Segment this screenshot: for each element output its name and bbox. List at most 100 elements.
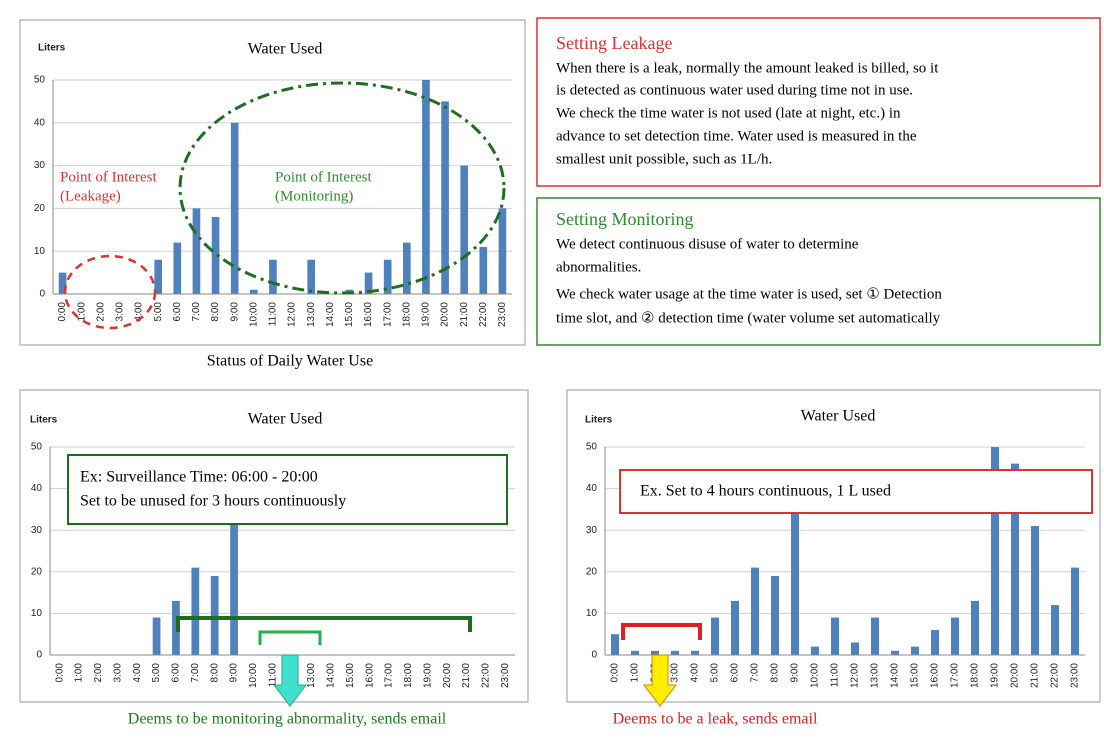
- bar: [671, 650, 679, 655]
- x-tick-label: 10:00: [248, 302, 259, 327]
- leak-ellipse: [63, 254, 157, 330]
- bar: [871, 617, 879, 655]
- x-tick-label: 21:00: [461, 663, 472, 688]
- bar: [811, 646, 819, 655]
- note-text: Ex. Set to 4 hours continuous, 1 L used: [640, 483, 891, 500]
- x-tick-label: 7:00: [191, 302, 202, 322]
- x-tick-label: 6:00: [730, 663, 741, 683]
- bar: [851, 642, 859, 655]
- note-text: Ex: Surveillance Time: 06:00 - 20:00: [80, 469, 318, 486]
- x-tick-label: 15:00: [344, 302, 355, 327]
- y-axis-label: Liters: [585, 415, 613, 426]
- y-axis-label: Liters: [38, 43, 66, 54]
- annotation: Point of Interest: [60, 169, 157, 185]
- y-tick-label: 30: [34, 160, 46, 171]
- x-tick-label: 4:00: [132, 663, 143, 683]
- x-tick-label: 4:00: [690, 663, 701, 683]
- note-box: [67, 454, 508, 525]
- x-tick-label: 6:00: [171, 663, 182, 683]
- chart-frame: [566, 389, 1101, 703]
- panel-text: is detected as continuous water used dur…: [556, 82, 913, 98]
- x-tick-label: 23:00: [1070, 663, 1081, 688]
- arrow: [272, 654, 308, 707]
- bar: [192, 208, 201, 294]
- panel-heading: Setting Monitoring: [556, 209, 694, 229]
- arrow: [642, 654, 678, 707]
- x-tick-label: 9:00: [790, 663, 801, 683]
- leakage-panel: [536, 17, 1101, 187]
- bar: [307, 259, 316, 294]
- note-text: Set to be unused for 3 hours continuousl…: [80, 493, 346, 510]
- bracket: [258, 630, 322, 645]
- x-tick-label: 8:00: [210, 302, 221, 322]
- x-tick-label: 9:00: [229, 302, 240, 322]
- chart-frame: [19, 389, 529, 703]
- bar: [651, 650, 659, 655]
- x-tick-label: 0:00: [57, 302, 68, 322]
- monitoring-panel: [536, 197, 1101, 346]
- x-tick-label: 13:00: [870, 663, 881, 688]
- bracket: [621, 623, 702, 640]
- x-tick-label: 5:00: [153, 302, 164, 322]
- y-tick-label: 50: [586, 442, 598, 453]
- x-tick-label: 14:00: [325, 302, 336, 327]
- bar: [441, 101, 449, 295]
- x-tick-label: 14:00: [890, 663, 901, 688]
- y-tick-label: 10: [586, 608, 598, 619]
- x-tick-label: 2:00: [95, 302, 106, 322]
- x-tick-label: 11:00: [268, 302, 279, 327]
- x-tick-label: 22:00: [1050, 663, 1061, 688]
- bar: [911, 646, 919, 655]
- x-tick-label: 17:00: [382, 302, 393, 327]
- x-tick-label: 4:00: [134, 302, 145, 322]
- bar: [931, 630, 939, 655]
- bar: [971, 600, 979, 655]
- bar: [891, 650, 899, 655]
- bar: [383, 259, 392, 294]
- x-tick-label: 18:00: [403, 663, 414, 688]
- y-tick-label: 40: [586, 483, 598, 494]
- note-box: [619, 469, 1093, 514]
- x-tick-label: 3:00: [112, 663, 123, 683]
- annotation: Point of Interest: [275, 169, 372, 185]
- panel-text: We check the time water is not used (lat…: [556, 105, 901, 121]
- x-tick-label: 16:00: [363, 302, 374, 327]
- caption: Deems to be monitoring abnormality, send…: [128, 711, 447, 728]
- x-tick-label: 7:00: [750, 663, 761, 683]
- x-tick-label: 22:00: [481, 663, 492, 688]
- bar: [460, 165, 469, 294]
- bar: [152, 617, 161, 655]
- x-tick-label: 20:00: [1010, 663, 1021, 688]
- y-tick-label: 0: [36, 650, 42, 661]
- x-tick-label: 19:00: [421, 302, 432, 327]
- x-tick-label: 22:00: [478, 302, 489, 327]
- annotation: (Monitoring): [275, 188, 353, 204]
- bar: [230, 122, 239, 294]
- x-tick-label: 11:00: [830, 663, 841, 688]
- y-tick-label: 20: [31, 566, 43, 577]
- x-tick-label: 0:00: [54, 663, 65, 683]
- y-tick-label: 40: [31, 483, 43, 494]
- y-tick-label: 40: [34, 117, 46, 128]
- bar: [1031, 526, 1039, 655]
- bracket: [176, 616, 472, 632]
- chart-title: Water Used: [248, 411, 323, 428]
- panel-text: When there is a leak, normally the amoun…: [556, 60, 939, 76]
- x-tick-label: 3:00: [115, 302, 126, 322]
- x-tick-label: 17:00: [950, 663, 961, 688]
- bar: [831, 617, 839, 655]
- x-tick-label: 9:00: [229, 663, 240, 683]
- chart-title: Water Used: [801, 408, 876, 425]
- x-tick-label: 10:00: [810, 663, 821, 688]
- chart-frame: [19, 19, 526, 346]
- y-tick-label: 10: [31, 608, 43, 619]
- bar: [1011, 463, 1019, 655]
- x-tick-label: 8:00: [770, 663, 781, 683]
- y-tick-label: 30: [586, 525, 598, 536]
- caption: Deems to be a leak, sends email: [613, 711, 818, 728]
- bar: [951, 617, 959, 655]
- bar: [711, 617, 719, 655]
- bar: [191, 567, 200, 655]
- y-tick-label: 30: [31, 525, 43, 536]
- x-tick-label: 15:00: [345, 663, 356, 688]
